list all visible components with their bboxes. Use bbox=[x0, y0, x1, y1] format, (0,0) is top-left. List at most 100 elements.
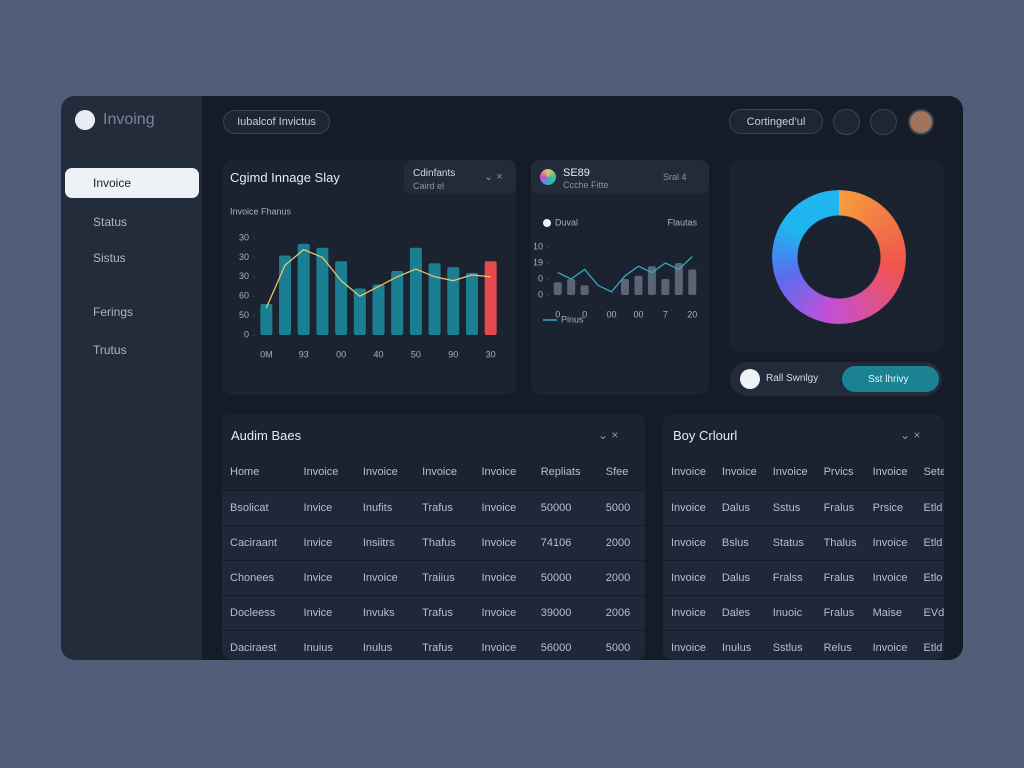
cell: Dalus bbox=[721, 501, 750, 514]
header-cell: Invoice bbox=[671, 466, 706, 479]
menu[interactable]: Sral 4 bbox=[663, 172, 687, 182]
x-tick-label: 90 bbox=[448, 349, 458, 359]
cell: Inuius bbox=[303, 641, 333, 654]
table-row: Daciraest Inuius Inulus Trafus Invoice 56000 5… bbox=[222, 630, 645, 660]
icon-button[interactable] bbox=[833, 109, 860, 135]
icon-button[interactable] bbox=[870, 109, 897, 135]
cell: Invice bbox=[303, 536, 333, 549]
nav-item[interactable]: Invoice bbox=[65, 168, 199, 198]
cell: Invoice bbox=[872, 641, 908, 654]
header-cell: Invoice bbox=[872, 466, 908, 479]
header-cell: Invoice bbox=[303, 466, 339, 479]
cell: Maise bbox=[872, 606, 902, 619]
nav-item[interactable]: Sistus bbox=[93, 251, 126, 265]
nav-item[interactable]: Trutus bbox=[93, 343, 127, 357]
cell: Invice bbox=[303, 606, 333, 619]
nav-item[interactable]: Ferings bbox=[93, 305, 134, 319]
legend-bottom: Pinus bbox=[561, 314, 584, 324]
header-cell: Sfee bbox=[605, 466, 629, 479]
table-row: Invoice Dales Inuoic Fralus Maise EVd bbox=[663, 595, 944, 630]
x-tick-label: 20 bbox=[687, 309, 697, 319]
bar bbox=[688, 269, 697, 295]
bar bbox=[335, 261, 348, 335]
cell: Invoice bbox=[481, 606, 517, 619]
x-tick-label: 0M bbox=[260, 349, 273, 359]
y-tick-label: 0 bbox=[538, 273, 543, 283]
cell: Etlo bbox=[923, 571, 943, 584]
table-title: Boy Crlourl bbox=[673, 428, 738, 443]
toggle: Rall Swnlgy Sst lhrivy bbox=[730, 362, 942, 396]
cell: Invice bbox=[303, 571, 333, 584]
avatar[interactable] bbox=[908, 109, 934, 135]
cell: Invoice bbox=[481, 571, 517, 584]
bar bbox=[634, 275, 643, 295]
nav-item[interactable]: Status bbox=[93, 215, 128, 229]
cell: Insiitrs bbox=[362, 536, 395, 549]
cell: 5000 bbox=[605, 501, 631, 514]
bar bbox=[484, 261, 497, 335]
header-cell: Prvics bbox=[823, 466, 854, 479]
toggle-right[interactable]: Sst lhrivy bbox=[842, 366, 939, 392]
bar-chart: Invoice Fhanus 30 30 30 60 50 0 0M 93 00 40 50 90 30 bbox=[230, 206, 497, 359]
panel-header: SE89 Ccche Fitte Sral 4 bbox=[531, 160, 709, 194]
filter-sub: Caird el bbox=[413, 181, 445, 191]
cell: Invoice bbox=[872, 571, 908, 584]
table-row: Chonees Invice Invoice Traiius Invoice 50000 2… bbox=[222, 560, 645, 595]
x-tick-label: 40 bbox=[373, 349, 383, 359]
cell: Relus bbox=[823, 641, 852, 654]
toggle-icon bbox=[740, 369, 760, 389]
header-cell: Invoice bbox=[772, 466, 808, 479]
close-icon[interactable]: ⌄ × bbox=[484, 171, 503, 183]
cell: Dalus bbox=[721, 571, 750, 584]
table: Invoice Invoice Invoice Prvics Invoice Sete In… bbox=[663, 455, 944, 660]
x-tick-label: 0 bbox=[582, 309, 587, 319]
cell: Invoice bbox=[671, 536, 706, 549]
table-row: Invoice Inulus Sstlus Relus Invoice Etld bbox=[663, 630, 944, 660]
bar bbox=[567, 279, 576, 295]
panel-title: Cgimd Innage Slay bbox=[230, 170, 340, 185]
cell: Dales bbox=[721, 606, 750, 619]
legend-right: Flautas bbox=[667, 217, 697, 227]
bar bbox=[391, 270, 404, 335]
chart-panel: Cgimd Innage Slay Cdinfants Caird el ⌄ ×… bbox=[222, 160, 516, 395]
trend-line bbox=[265, 248, 491, 309]
x-tick-label: 50 bbox=[411, 349, 421, 359]
header-cell: Repliats bbox=[540, 466, 581, 479]
bar bbox=[674, 263, 683, 295]
cell: Inufits bbox=[362, 501, 393, 514]
x-tick-label: 00 bbox=[607, 309, 617, 319]
y-tick-label: 0 bbox=[244, 329, 249, 339]
chart-panel: SE89 Ccche Fitte Sral 4 Duval Flautas 10 19… bbox=[531, 160, 709, 395]
cell: Invoice bbox=[481, 501, 517, 514]
cell: Status bbox=[772, 536, 804, 549]
panel-title: SE89 bbox=[563, 167, 590, 179]
logo bbox=[75, 110, 95, 130]
cell: 2006 bbox=[605, 606, 631, 619]
y-tick-label: 19 bbox=[533, 257, 543, 267]
cell: Etld bbox=[923, 501, 943, 514]
cell: Thafus bbox=[422, 536, 456, 549]
toggle-left[interactable]: Rall Swnlgy bbox=[766, 373, 819, 384]
cell: Invoice bbox=[671, 606, 706, 619]
search[interactable]: Iubalcof Invictus bbox=[223, 110, 330, 134]
filter[interactable]: Cdinfants Caird el ⌄ × bbox=[404, 160, 516, 194]
x-tick-label: 00 bbox=[633, 309, 643, 319]
y-tick-label: 0 bbox=[538, 289, 543, 299]
header-row: Home Invoice Invoice Invoice Invoice Repliats… bbox=[222, 455, 645, 490]
cell: Traiius bbox=[422, 571, 455, 584]
cell: Inuoic bbox=[772, 606, 803, 619]
cell: 74106 bbox=[540, 536, 572, 549]
bar bbox=[447, 267, 460, 335]
close-icon[interactable]: ⌄ × bbox=[900, 428, 921, 442]
cell: Caciraant bbox=[230, 536, 278, 549]
close-icon[interactable]: ⌄ × bbox=[598, 428, 619, 442]
brand: Invoing bbox=[75, 110, 155, 130]
bar bbox=[428, 263, 441, 335]
cell: Inulus bbox=[721, 641, 752, 654]
table-row: Invoice Dalus Fralss Fralus Invoice Etlo bbox=[663, 560, 944, 595]
cell: Fralss bbox=[772, 571, 803, 584]
bar bbox=[372, 284, 385, 335]
top-button[interactable]: Cortinged’ul bbox=[729, 109, 823, 134]
